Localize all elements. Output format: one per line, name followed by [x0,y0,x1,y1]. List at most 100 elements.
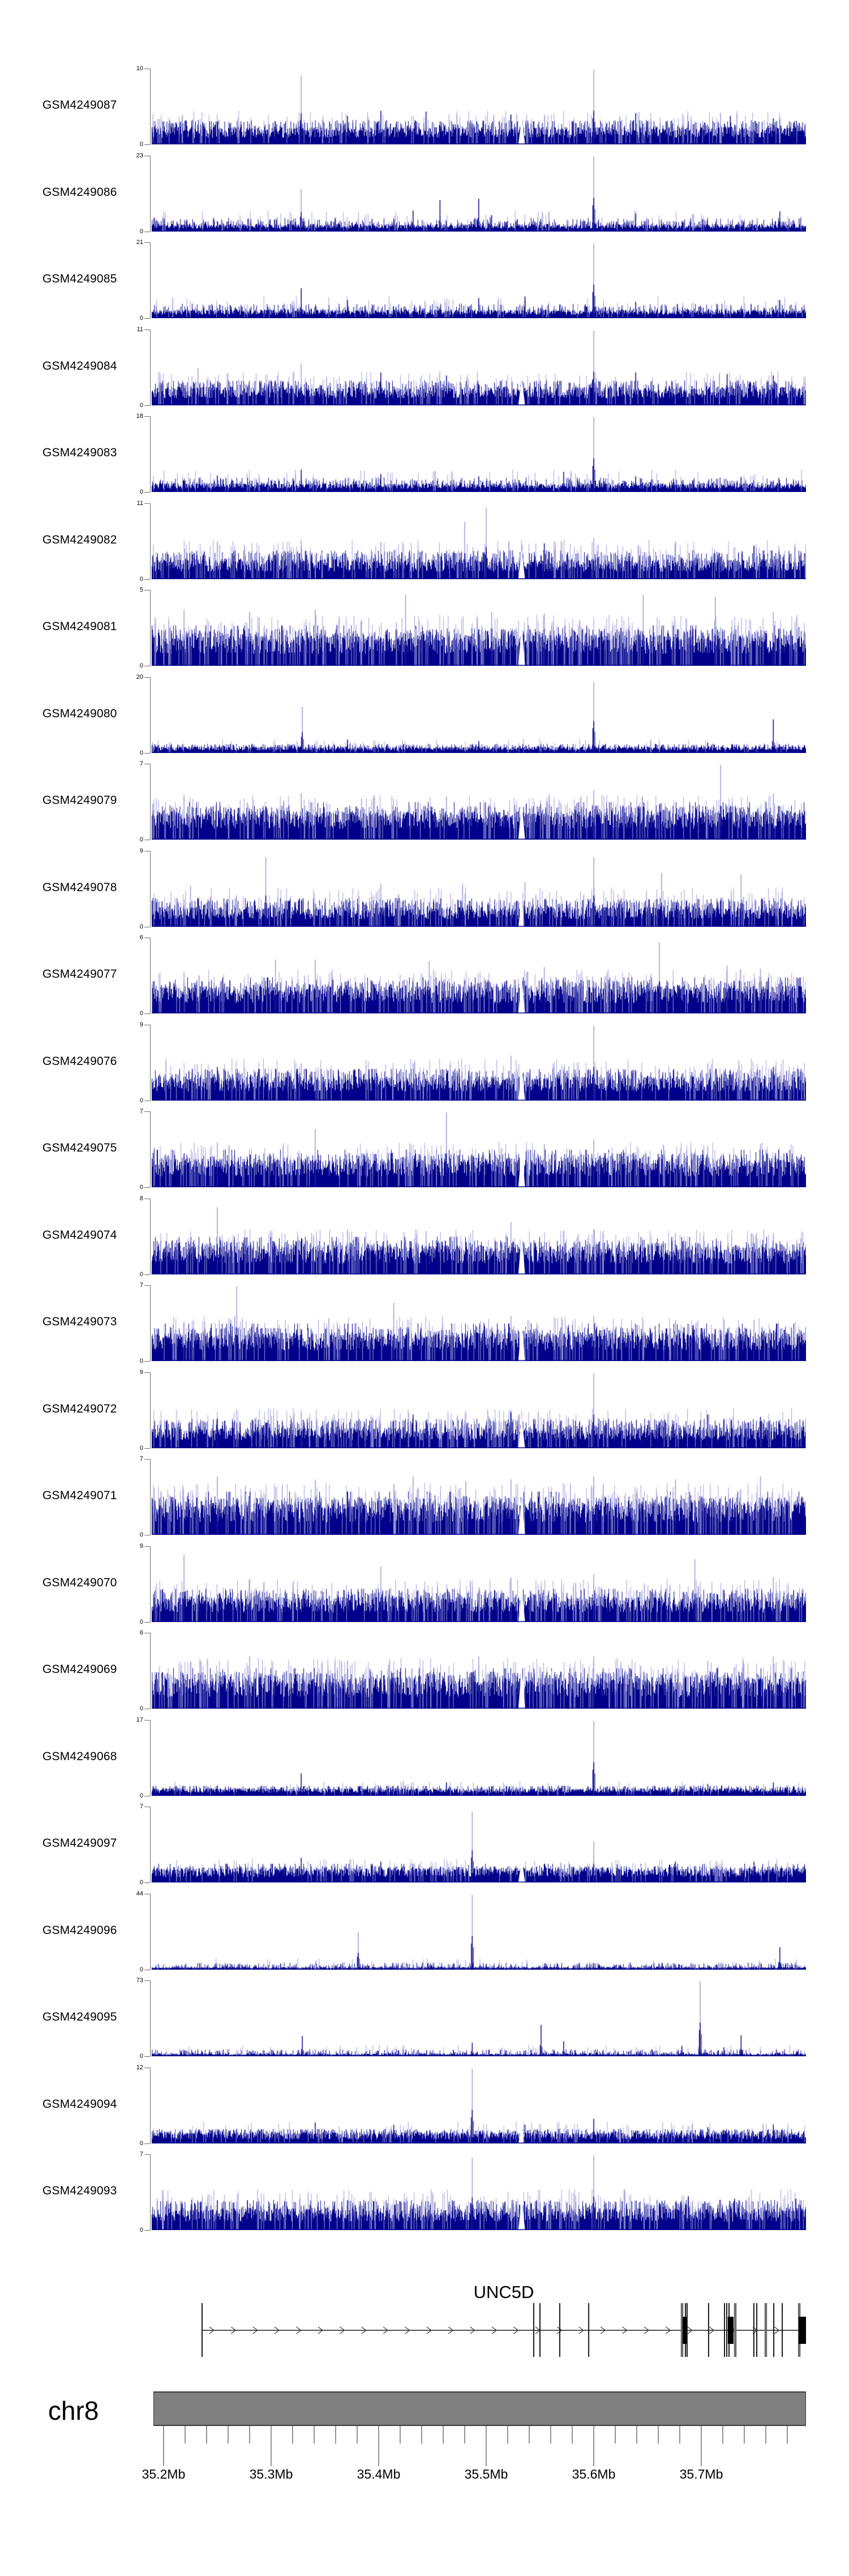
yaxis-max-label: 9 [139,1369,143,1376]
strand-arrow-icon [774,2326,780,2334]
yaxis-max-label: 18 [136,413,143,420]
coverage-histogram [152,1285,806,1361]
strand-arrow-icon [340,2326,345,2334]
exon-mark [201,2303,203,2357]
signal-track: GSM4249069 6 0 [0,1629,849,1718]
coverage-histogram [152,1111,806,1187]
axis-tick-label: 35.2Mb [142,2467,186,2481]
exon-mark [680,2303,684,2357]
yaxis-spine [150,156,151,232]
sample-label: GSM4249078 [42,881,117,894]
signal-track: GSM4249068 17 0 [0,1717,849,1805]
yaxis-top-tick [144,677,151,678]
sample-label: GSM4249073 [42,1315,117,1328]
exon-mark [734,2303,737,2357]
yaxis-top-tick [144,1285,151,1286]
sample-label: GSM4249085 [42,272,117,285]
yaxis-top-tick [144,416,151,417]
yaxis-zero-label: 0 [139,1271,143,1278]
sample-label: GSM4249093 [42,2184,117,2197]
yaxis-max-label: 7 [139,1456,143,1462]
yaxis-spine [150,590,151,666]
coverage-histogram [152,1720,806,1796]
sample-label: GSM4249072 [42,1402,117,1415]
signal-track: GSM4249085 21 0 [0,239,849,327]
exon-mark [753,2303,754,2357]
axis-tick-label: 35.3Mb [249,2467,293,2481]
yaxis-max-label: 6 [139,1629,143,1636]
yaxis-spine [150,851,151,927]
yaxis-spine [150,2154,151,2231]
coverage-histogram [152,242,806,318]
strand-arrow-icon [557,2326,563,2334]
yaxis-spine [150,330,151,406]
coverage-histogram [152,1025,806,1101]
strand-arrow-icon [361,2326,367,2334]
yaxis-max-label: 11 [136,326,143,333]
yaxis-zero-label: 0 [139,750,143,756]
strand-arrow-icon [231,2326,237,2334]
coverage-histogram [152,938,806,1013]
signal-track: GSM4249094 12 0 [0,2064,849,2153]
axis-tick-label: 35.4Mb [357,2467,401,2481]
exon-mark [724,2303,726,2357]
coverage-histogram [152,1372,806,1448]
yaxis-max-label: 6 [139,934,143,941]
yaxis-max-label: 73 [136,1977,143,1984]
axis-tick-label: 35.7Mb [679,2467,723,2481]
strand-arrow-icon [405,2326,410,2334]
axis-tick-label: 35.5Mb [464,2467,508,2481]
yaxis-zero-label: 0 [139,2140,143,2147]
yaxis-top-tick [144,1980,151,1982]
yaxis-zero-label: 0 [139,489,143,495]
strand-arrow-icon [622,2326,628,2334]
sample-label: GSM4249069 [42,1663,117,1676]
yaxis-spine [150,1980,151,2057]
chromosome-label: chr8 [48,2396,99,2425]
strand-arrow-icon [687,2326,693,2334]
yaxis-zero-tick [144,405,151,406]
yaxis-spine [150,1459,151,1535]
yaxis-top-tick [144,242,151,243]
yaxis-spine [150,1111,151,1188]
yaxis-top-tick [144,1546,151,1547]
yaxis-max-label: 11 [136,500,143,507]
yaxis-zero-tick [144,579,151,580]
signal-track: GSM4249095 73 0 [0,1977,849,2065]
sample-label: GSM4249080 [42,707,117,720]
sample-label: GSM4249095 [42,2010,117,2023]
yaxis-spine [150,1807,151,1883]
coverage-histogram [152,1199,806,1274]
yaxis-zero-tick [144,144,151,146]
coverage-histogram [152,677,806,753]
exon-mark [588,2303,590,2357]
coverage-histogram [152,2154,806,2230]
coverage-histogram [152,69,806,144]
yaxis-max-label: 7 [139,1282,143,1289]
coverage-histogram [152,330,806,405]
sample-label: GSM4249082 [42,533,117,546]
signal-track: GSM4249078 9 0 [0,848,849,936]
strand-arrow-icon [491,2326,498,2334]
signal-track: GSM4249097 7 0 [0,1803,849,1892]
signal-track: GSM4249081 5 0 [0,587,849,675]
yaxis-top-tick [144,2154,151,2155]
yaxis-spine [150,1633,151,1709]
yaxis-zero-tick [144,2143,151,2145]
sample-label: GSM4249076 [42,1055,117,1068]
yaxis-spine [150,764,151,840]
yaxis-spine [150,1199,151,1275]
coverage-histogram [152,590,806,666]
sample-label: GSM4249070 [42,1576,117,1589]
yaxis-zero-label: 0 [139,228,143,235]
yaxis-zero-tick [144,753,151,754]
strand-arrow-icon [274,2326,280,2334]
yaxis-max-label: 44 [136,1890,143,1897]
coverage-histogram [152,2068,806,2143]
yaxis-zero-tick [144,1448,151,1449]
signal-track: GSM4249082 11 0 [0,500,849,588]
yaxis-zero-label: 0 [139,1097,143,1104]
yaxis-spine [150,938,151,1014]
signal-track: GSM4249083 18 0 [0,413,849,501]
sample-label: GSM4249087 [42,99,117,112]
